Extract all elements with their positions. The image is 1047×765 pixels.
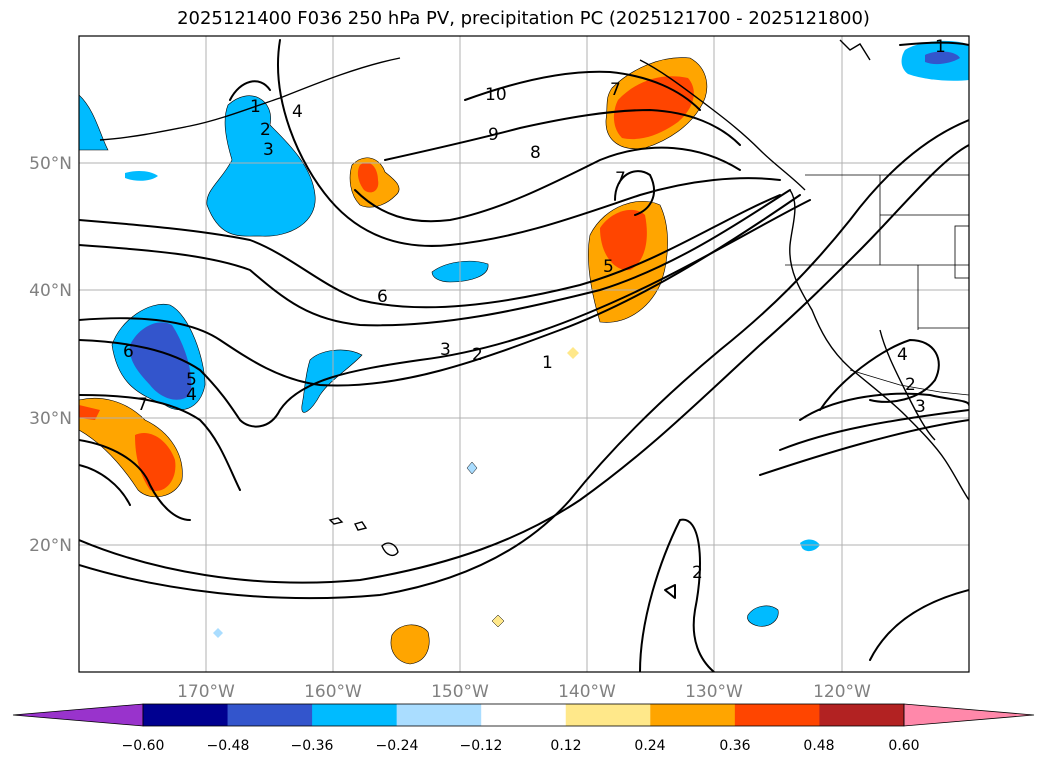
contour-label: 9	[488, 125, 499, 145]
colorbar-swatch	[396, 704, 482, 726]
contour-label: 1	[542, 353, 553, 373]
colorbar-extend-low	[12, 703, 144, 727]
lon-label-150w: 150°W	[431, 682, 489, 702]
contour-label: 1	[935, 37, 946, 57]
colorbar-frame	[142, 703, 905, 727]
lon-label-120w: 120°W	[813, 682, 871, 702]
colorbar-swatch	[819, 704, 905, 726]
contour-label: 6	[123, 342, 134, 362]
contour-label: 5	[186, 370, 197, 390]
colorbar-tick-label: −0.12	[460, 738, 503, 754]
colorbar-tick-label: −0.24	[376, 738, 419, 754]
longitude-labels: 170°W 160°W 150°W 140°W 130°W 120°W	[177, 682, 871, 702]
political-borders	[785, 174, 969, 396]
colorbar-swatch	[650, 704, 736, 726]
colorbar	[12, 703, 1035, 727]
colorbar-tick-labels: −0.60 −0.48 −0.36 −0.24 −0.12 0.12 0.24 …	[122, 738, 920, 754]
lat-label-40n: 40°N	[29, 281, 72, 301]
contour-label: 2	[692, 563, 703, 583]
lat-label-20n: 20°N	[29, 536, 72, 556]
contour-label: 7	[137, 395, 148, 415]
latitude-labels: 50°N 40°N 30°N 20°N	[29, 154, 72, 556]
contour-label: 1	[250, 97, 261, 117]
contour-label: 6	[377, 287, 388, 307]
lat-label-50n: 50°N	[29, 154, 72, 174]
colorbar-tick-label: −0.36	[291, 738, 334, 754]
colorbar-tick-label: 0.36	[719, 738, 750, 754]
colorbar-swatch	[734, 704, 820, 726]
lat-label-30n: 30°N	[29, 409, 72, 429]
contour-label: 10	[485, 85, 507, 105]
colorbar-swatch	[227, 704, 313, 726]
lon-label-130w: 130°W	[685, 682, 743, 702]
colorbar-swatch	[481, 704, 567, 726]
colorbar-swatch	[565, 704, 651, 726]
colorbar-tick-label: 0.12	[550, 738, 581, 754]
shaded-positive-areas	[79, 57, 708, 665]
colorbar-tick-label: 0.24	[634, 738, 665, 754]
contour-labels: 10 9 8 7 6 5 4 3 2 1 7 6 5 4 3 2 1 7 4 3…	[123, 37, 946, 583]
contour-label: 2	[260, 120, 271, 140]
contour-label: 2	[472, 345, 483, 365]
colorbar-swatch	[143, 704, 229, 726]
colorbar-tick-label: 0.48	[803, 738, 834, 754]
colorbar-extend-high	[903, 703, 1035, 727]
contour-label: 4	[292, 102, 303, 122]
contour-label: 3	[263, 140, 274, 160]
colorbar-tick-label: −0.60	[122, 738, 165, 754]
contour-label: 2	[905, 375, 916, 395]
contour-label: 5	[603, 257, 614, 277]
pv-contours	[79, 39, 969, 672]
contour-label: 3	[440, 340, 451, 360]
map-title: 2025121400 F036 250 hPa PV, precipitatio…	[177, 8, 870, 29]
contour-label: 7	[615, 169, 626, 189]
contour-label: 4	[897, 345, 908, 365]
lon-label-140w: 140°W	[558, 682, 616, 702]
contour-label: 7	[610, 80, 621, 100]
map-frame	[78, 35, 970, 673]
contour-label: 3	[915, 397, 926, 417]
colorbar-tick-label: 0.60	[888, 738, 919, 754]
colorbar-tick-label: −0.48	[207, 738, 250, 754]
contour-label: 8	[530, 143, 541, 163]
contour-label: 4	[186, 385, 197, 405]
shaded-negative-areas	[79, 40, 969, 638]
lon-label-160w: 160°W	[304, 682, 362, 702]
colorbar-swatch	[312, 704, 398, 726]
lon-label-170w: 170°W	[177, 682, 235, 702]
